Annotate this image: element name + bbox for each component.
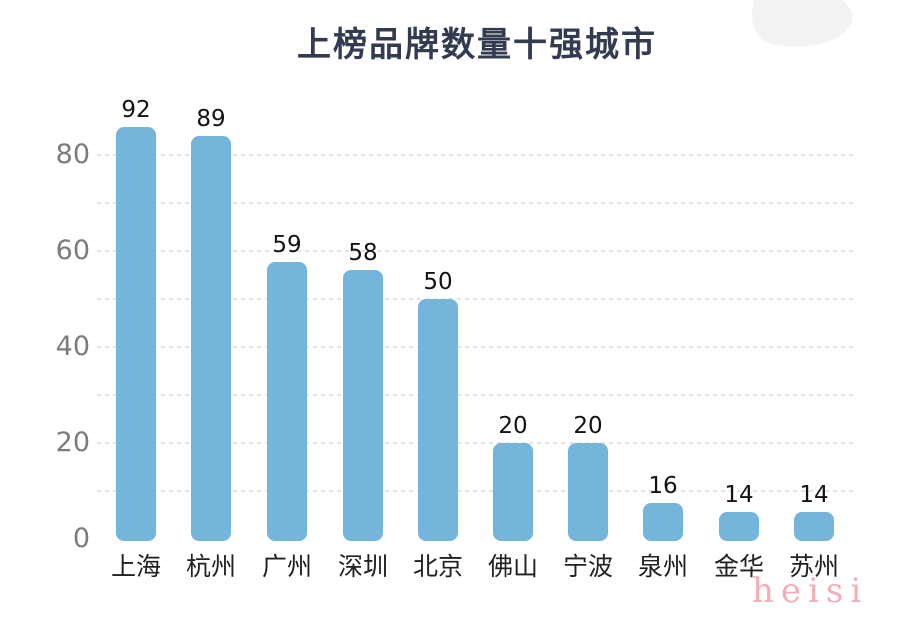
x-axis-category-label: 广州	[261, 552, 312, 581]
x-axis-category-label: 泉州	[637, 552, 688, 581]
bar	[343, 270, 383, 541]
bar	[191, 136, 231, 541]
gridline	[97, 154, 857, 156]
gridline	[97, 394, 857, 396]
gridline	[97, 346, 857, 348]
x-axis-category-label: 宁波	[562, 552, 613, 581]
x-axis-category-label: 金华	[713, 552, 764, 581]
bar-value-label: 59	[272, 232, 302, 258]
bar	[719, 512, 759, 541]
bar-value-label: 58	[348, 240, 378, 266]
bar	[267, 262, 307, 541]
x-axis-category-label: 上海	[110, 552, 161, 581]
gridline	[97, 442, 857, 444]
watermark-text: heisi	[752, 571, 869, 611]
y-axis-tick-label: 0	[72, 523, 90, 554]
bar-value-label: 89	[196, 106, 226, 132]
x-axis-category-label: 北京	[412, 552, 463, 581]
gridline	[97, 298, 857, 300]
y-axis-tick-label: 20	[55, 427, 90, 458]
bar	[643, 503, 683, 541]
x-axis-category-label: 杭州	[185, 552, 236, 581]
y-axis-tick-label: 80	[55, 139, 90, 170]
bar	[568, 443, 608, 541]
gridline	[97, 202, 857, 204]
bar	[794, 512, 834, 541]
gridline	[97, 490, 857, 492]
x-axis-category-label: 佛山	[487, 552, 538, 581]
bar	[493, 443, 533, 541]
bar-value-label: 20	[573, 413, 603, 439]
x-axis-category-label: 深圳	[337, 552, 388, 581]
chart-title: 上榜品牌数量十强城市	[297, 25, 657, 65]
gridline	[97, 250, 857, 252]
bar	[116, 127, 156, 541]
bar-value-label: 50	[423, 269, 453, 295]
bar-value-label: 16	[648, 473, 678, 499]
bar-value-label: 14	[724, 482, 754, 508]
bar	[418, 299, 458, 541]
x-axis-category-label: 苏州	[788, 552, 839, 581]
y-axis-tick-label: 60	[55, 235, 90, 266]
bar-value-label: 92	[121, 97, 151, 123]
bar-value-label: 14	[799, 482, 829, 508]
bar-value-label: 20	[498, 413, 528, 439]
y-axis-tick-label: 40	[55, 331, 90, 362]
